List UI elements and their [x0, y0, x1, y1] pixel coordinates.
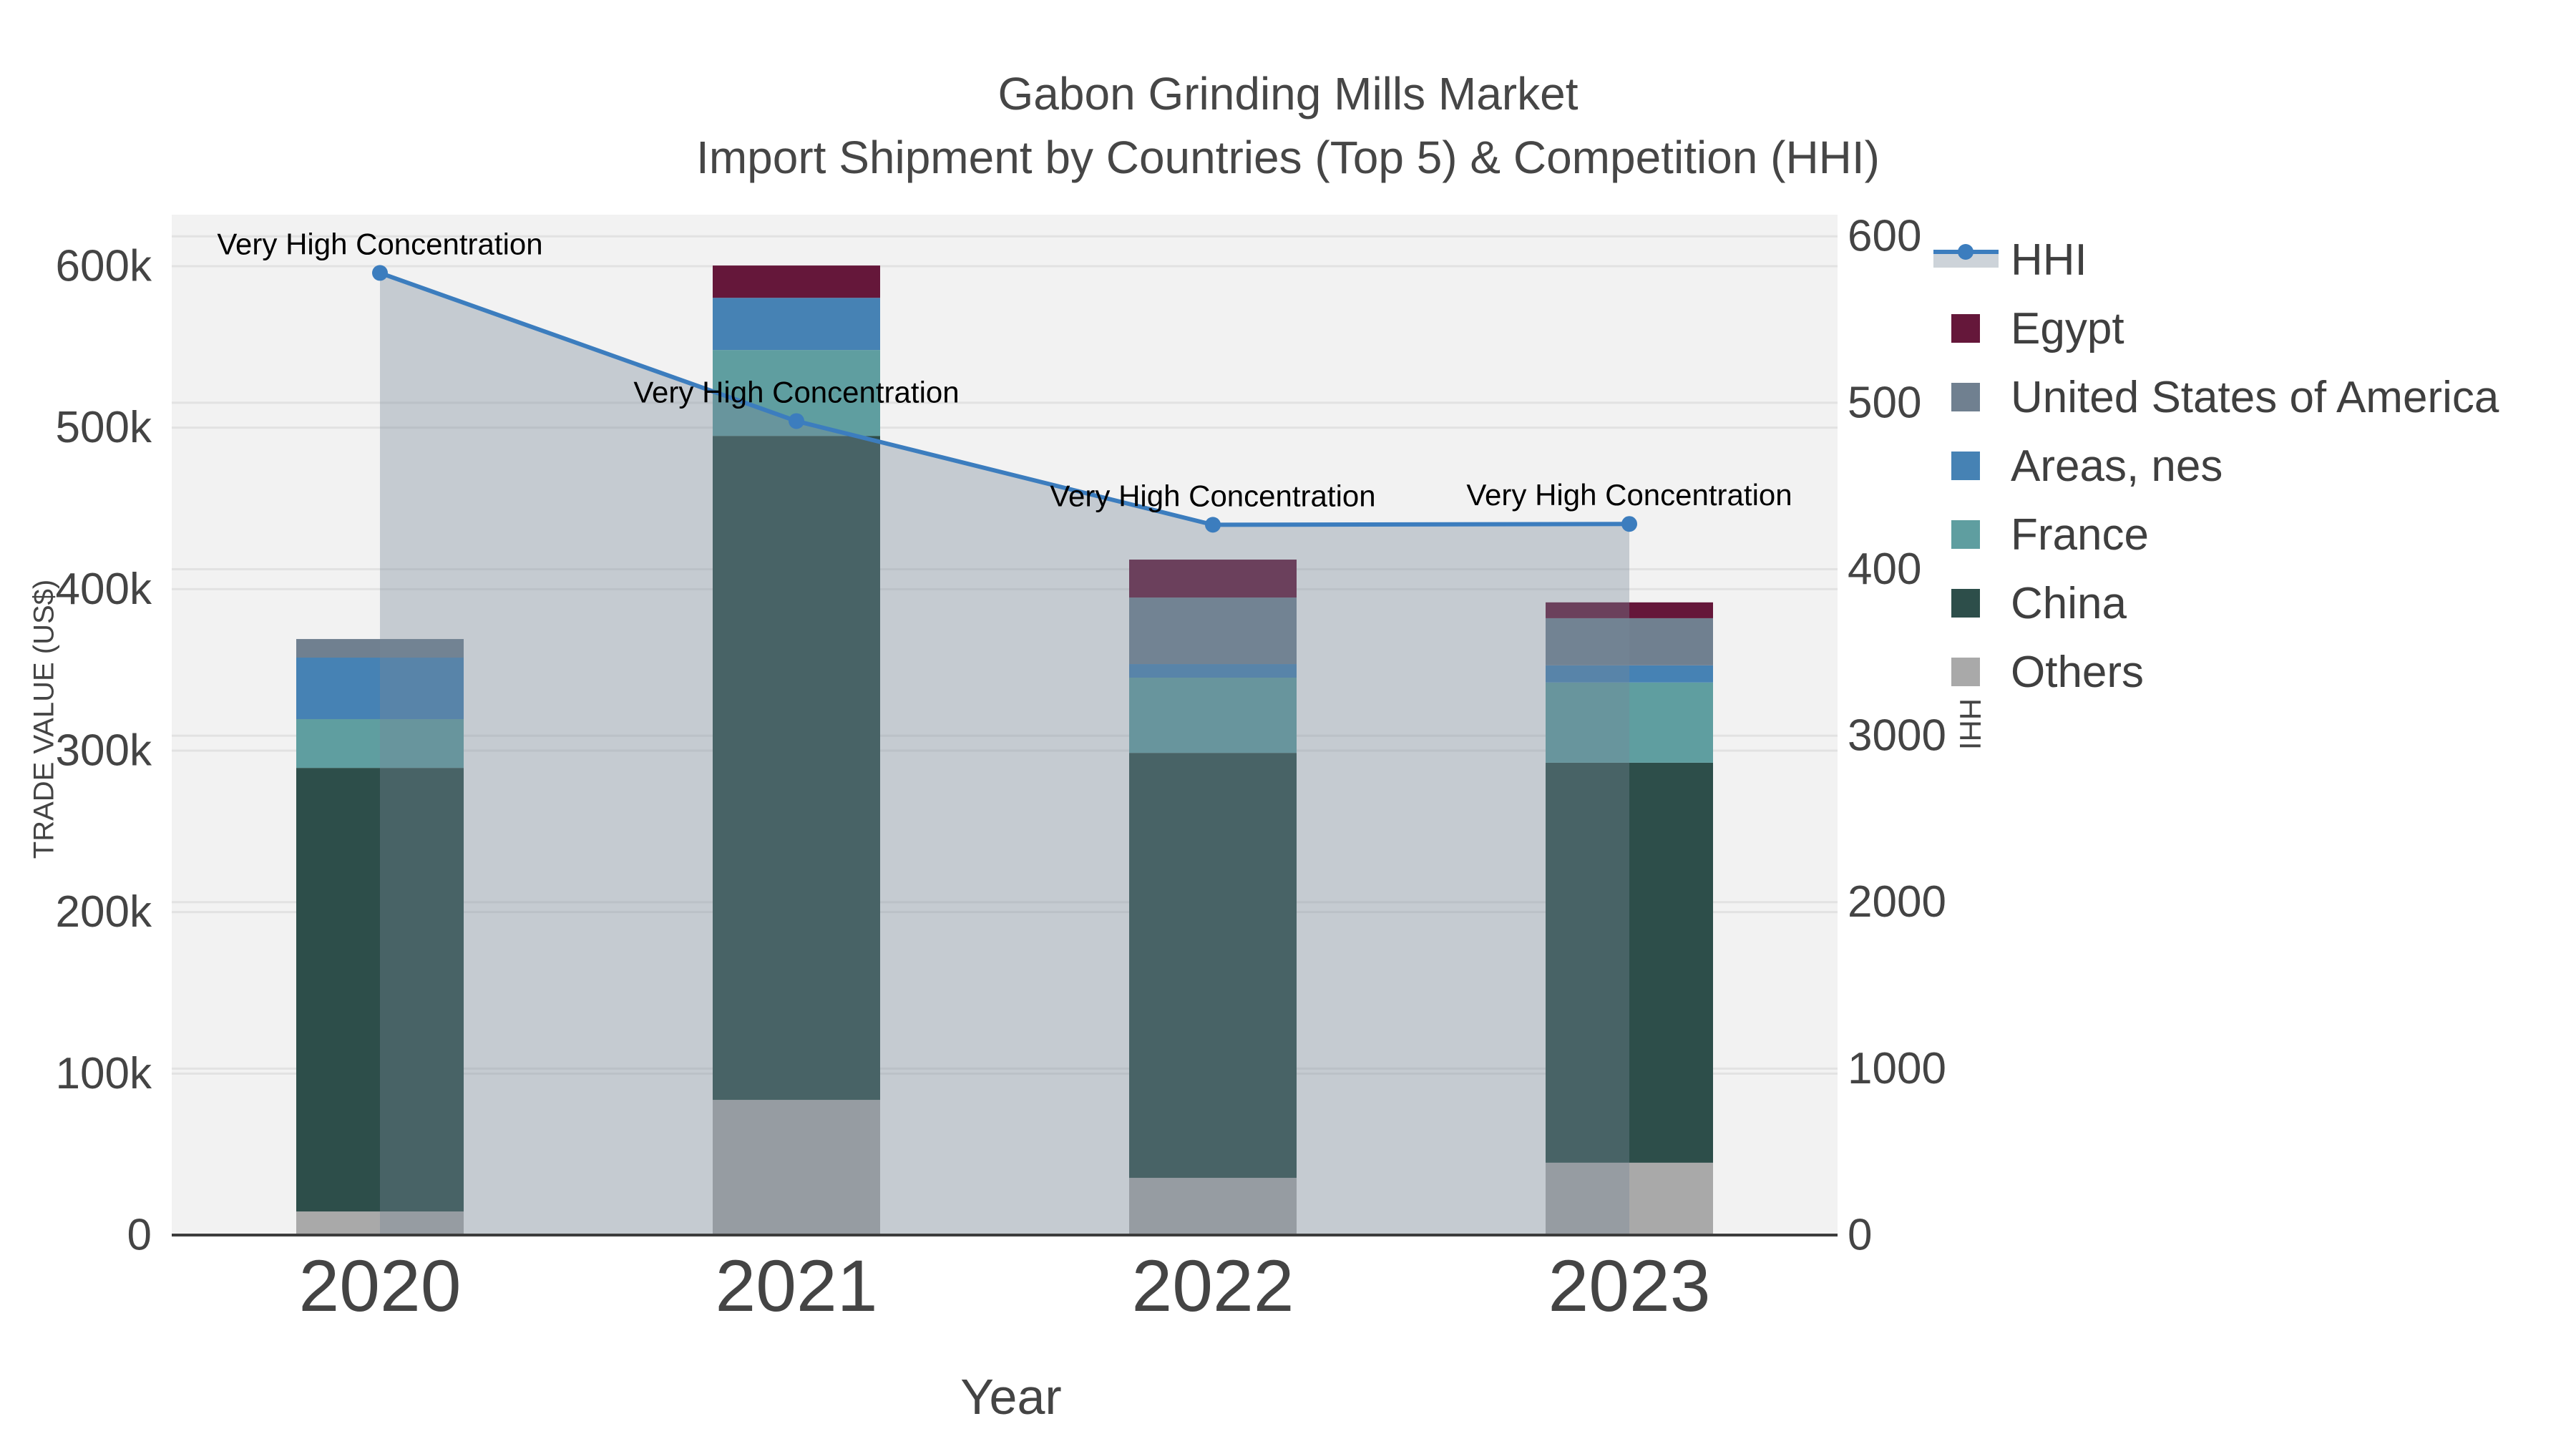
y-left-tick-label: 600k — [56, 241, 152, 291]
legend-hhi-dot-icon — [1958, 244, 1974, 260]
bar-segment-france-2020 — [296, 718, 464, 769]
y-right-tick-label: 2000 — [1848, 877, 1946, 927]
legend-label: Others — [2011, 647, 2145, 697]
bar-segment-egypt-2022 — [1129, 560, 1297, 598]
x-tick-label-2022: 2022 — [1132, 1245, 1294, 1327]
legend: HHI Egypt United States of America Areas, n… — [1932, 225, 2499, 706]
hhi-marker-2020 — [372, 265, 388, 281]
bar-segment-areas-nes-2020 — [296, 658, 464, 719]
bar-segment-others-2022 — [1129, 1178, 1297, 1235]
y-right-tick-label: 600 — [1848, 212, 1921, 261]
bar-segment-others-2023 — [1546, 1162, 1713, 1235]
legend-color-swatch-icon — [1932, 638, 2011, 706]
legend-hhi-band-icon — [1933, 252, 1999, 268]
legend-label: United States of America — [2011, 372, 2499, 422]
bar-segment-china-2020 — [296, 768, 464, 1212]
y-right-tick-label: 500 — [1848, 378, 1921, 427]
y-left-tick-label: 100k — [56, 1049, 152, 1098]
hhi-area-fill — [380, 273, 1629, 1236]
bar-segment-china-2023 — [1546, 762, 1713, 1163]
legend-label: HHI — [2011, 235, 2087, 285]
legend-item-france[interactable]: France — [1932, 500, 2499, 569]
hhi-annotation-2021: Very High Concentration — [633, 375, 959, 409]
legend-chip-china — [1951, 589, 1980, 618]
legend-item-hhi[interactable]: HHI — [1932, 225, 2499, 294]
y-right-tick-label: 3000 — [1848, 711, 1946, 761]
x-tick-label-2021: 2021 — [716, 1245, 878, 1327]
legend-color-swatch-icon — [1932, 500, 2011, 569]
legend-item-egypt[interactable]: Egypt — [1932, 294, 2499, 363]
legend-color-swatch-icon — [1932, 363, 2011, 431]
x-tick-label-2023: 2023 — [1548, 1245, 1711, 1327]
legend-item-united-states-of-america[interactable]: United States of America — [1932, 363, 2499, 431]
legend-chip-others — [1951, 658, 1980, 686]
hhi-annotation-2023: Very High Concentration — [1466, 478, 1792, 512]
chart-title: Gabon Grinding Mills Market — [997, 68, 1579, 119]
legend-item-others[interactable]: Others — [1932, 638, 2499, 706]
bar-segment-china-2022 — [1129, 753, 1297, 1179]
legend-label: Areas, nes — [2011, 441, 2223, 491]
y-right-tick-label: 400 — [1848, 545, 1921, 594]
legend-color-swatch-icon — [1932, 569, 2011, 638]
x-tick-label-2020: 2020 — [299, 1245, 462, 1327]
y-left-tick-label: 200k — [56, 887, 152, 937]
bar-segment-france-2022 — [1129, 677, 1297, 753]
bar-segment-united-states-of-america-2023 — [1546, 618, 1713, 665]
bar-segment-united-states-of-america-2022 — [1129, 597, 1297, 665]
legend-chip-united-states-of-america — [1951, 383, 1980, 411]
legend-label: Egypt — [2011, 303, 2124, 353]
y-right-tick-label: 0 — [1848, 1211, 1872, 1260]
legend-hhi-line-swatch-icon — [1932, 225, 2011, 294]
x-axis-title: Year — [960, 1369, 1062, 1425]
bar-segment-areas-nes-2023 — [1546, 665, 1713, 683]
bar-segment-areas-nes-2022 — [1129, 664, 1297, 678]
y-left-tick-label: 300k — [56, 726, 152, 775]
y-right-tick-label: 1000 — [1848, 1044, 1946, 1093]
hhi-annotation-2020: Very High Concentration — [217, 227, 542, 260]
legend-chip-egypt — [1951, 314, 1980, 343]
legend-chip-areas-nes — [1951, 452, 1980, 480]
legend-label: France — [2011, 509, 2149, 560]
hhi-marker-2022 — [1205, 517, 1221, 533]
hhi-line — [379, 270, 1630, 527]
y-left-tick-label: 400k — [56, 565, 152, 614]
bar-segment-others-2021 — [713, 1100, 880, 1235]
legend-color-swatch-icon — [1932, 431, 2011, 500]
legend-item-areas-nes[interactable]: Areas, nes — [1932, 431, 2499, 500]
legend-item-china[interactable]: China — [1932, 569, 2499, 638]
legend-label: China — [2011, 578, 2127, 628]
hhi-annotation-2022: Very High Concentration — [1050, 479, 1375, 512]
y-axis-title-left: TRADE VALUE (US$) — [28, 579, 60, 859]
bar-segment-france-2023 — [1546, 682, 1713, 763]
bar-segment-china-2021 — [713, 436, 880, 1101]
legend-color-swatch-icon — [1932, 294, 2011, 363]
bar-segment-areas-nes-2021 — [713, 298, 880, 351]
bar-segment-others-2020 — [296, 1211, 464, 1235]
bar-segment-egypt-2021 — [713, 265, 880, 298]
bar-segment-united-states-of-america-2020 — [296, 639, 464, 658]
legend-chip-france — [1951, 520, 1980, 549]
hhi-marker-2021 — [789, 413, 804, 429]
y-left-tick-label: 500k — [56, 403, 152, 452]
bar-segment-egypt-2023 — [1546, 602, 1713, 618]
y-left-tick-label: 0 — [127, 1211, 152, 1260]
chart-subtitle: Import Shipment by Countries (Top 5) & C… — [696, 132, 1880, 183]
hhi-marker-2023 — [1621, 516, 1637, 532]
